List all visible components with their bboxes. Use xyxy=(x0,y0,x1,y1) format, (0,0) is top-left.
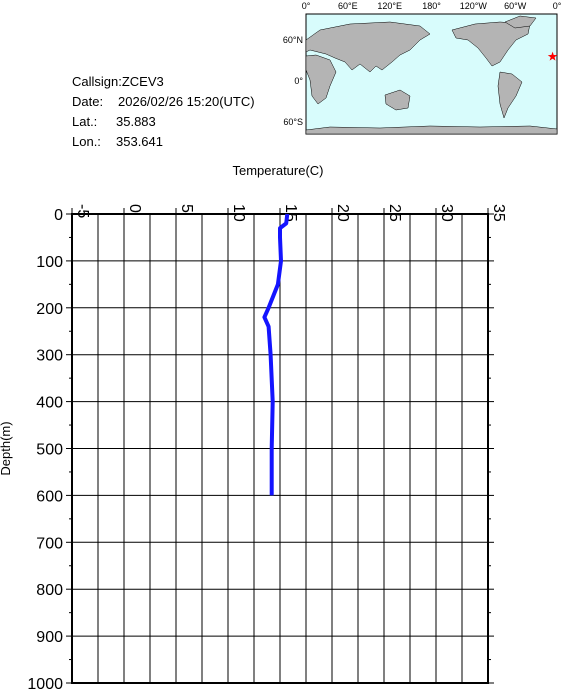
x-tick-label: 35 xyxy=(490,204,507,222)
map-lon-label: 180° xyxy=(422,1,441,11)
x-tick-label: 30 xyxy=(438,204,455,222)
x-axis-label: Temperature(C) xyxy=(232,163,323,178)
eurasia xyxy=(305,21,431,73)
map-lon-label: 120°W xyxy=(460,1,488,11)
lat: 35.883 xyxy=(116,114,156,129)
map-lon-label: 60°E xyxy=(338,1,358,11)
map-lat-label: 0° xyxy=(294,76,303,86)
south-america xyxy=(497,71,523,119)
map-lat-label: 60°N xyxy=(283,35,303,45)
map-lon-label: 60°W xyxy=(504,1,527,11)
profile-line xyxy=(262,213,290,496)
y-tick-label: 1000 xyxy=(27,676,63,690)
x-tick-label: 5 xyxy=(178,204,195,213)
y-tick-label: 300 xyxy=(36,348,63,365)
y-axis-label: Depth(m) xyxy=(0,421,13,475)
plot-area: 0 100 200 300 400 500 600 700 800 900 1000 -5 0 5 10 15… xyxy=(27,204,507,693)
callsign: Callsign:ZCEV3 xyxy=(72,74,164,89)
y-tick-label: 900 xyxy=(36,629,63,646)
plot-frame xyxy=(71,213,489,684)
africa xyxy=(305,54,337,105)
lat-label: Lat.: xyxy=(72,114,97,129)
x-tick-label: 0 xyxy=(126,204,143,213)
y-tick-label: 800 xyxy=(36,582,63,599)
world-map xyxy=(305,13,558,135)
y-tick-label: 400 xyxy=(36,395,63,412)
x-tick-label: 10 xyxy=(230,204,247,222)
y-tick-label: 100 xyxy=(36,254,63,271)
land xyxy=(305,15,558,135)
x-tick-label: 15 xyxy=(282,204,299,222)
map-lon-label: 0° xyxy=(553,1,562,11)
date-label: Date: xyxy=(72,94,103,109)
y-tick-label: 0 xyxy=(54,207,63,224)
north-america xyxy=(451,21,531,67)
map-lon-label: 0° xyxy=(302,1,311,11)
lon-label: Lon.: xyxy=(72,134,101,149)
date: 2026/02/26 15:20(UTC) xyxy=(118,94,255,109)
x-tick-label: 25 xyxy=(386,204,403,222)
y-tick-label: 200 xyxy=(36,301,63,318)
australia xyxy=(384,89,411,111)
location-marker xyxy=(547,51,558,61)
map-lon-label: 120°E xyxy=(377,1,402,11)
map-lat-label: 60°S xyxy=(283,117,303,127)
greenland xyxy=(504,15,537,29)
lon: 353.641 xyxy=(116,134,163,149)
y-tick-label: 700 xyxy=(36,535,63,552)
y-tick-label: 500 xyxy=(36,442,63,459)
x-tick-label: -5 xyxy=(74,204,91,218)
antarctica xyxy=(305,125,558,135)
y-tick-label: 600 xyxy=(36,488,63,505)
x-tick-label: 20 xyxy=(334,204,351,222)
